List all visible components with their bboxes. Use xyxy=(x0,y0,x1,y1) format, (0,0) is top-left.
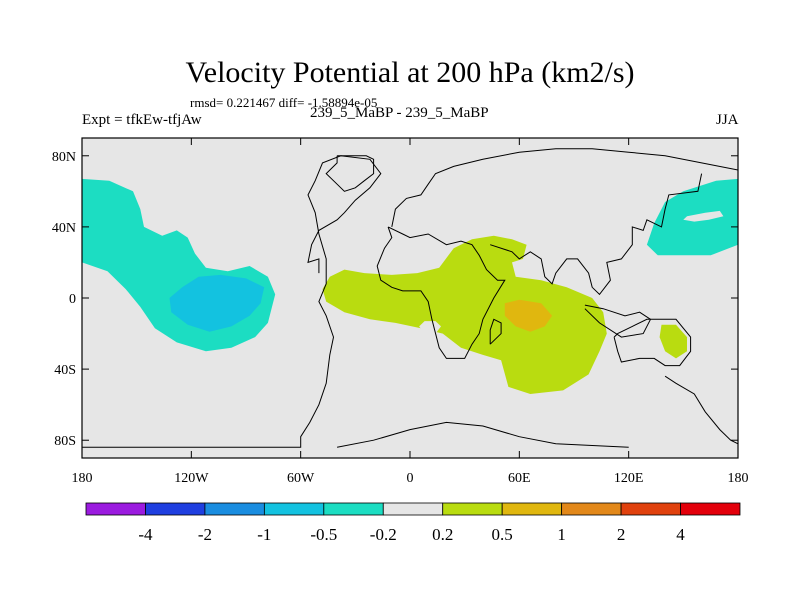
contour-region-africa-indian-ocean xyxy=(322,235,607,394)
coastline-3 xyxy=(391,148,738,227)
color-bar-swatch xyxy=(501,502,563,516)
color-bar: -4 -2 -1 -0.5 -0.2 0.2 0.5 1 2 4 xyxy=(85,502,741,544)
x-tick-label: 180 xyxy=(72,471,93,486)
contour-region-west-pacific-hole xyxy=(683,210,724,222)
coastline-2 xyxy=(376,226,506,359)
y-tick-label: 80S xyxy=(54,434,76,449)
x-tick-label: 60E xyxy=(508,471,531,486)
x-tick-label: 0 xyxy=(407,471,414,486)
color-bar-swatch xyxy=(680,502,741,516)
coastline-8 xyxy=(664,375,738,445)
coastlines xyxy=(82,148,738,448)
contour-region-east-pacific-core xyxy=(169,274,265,332)
contour-region-south-atlantic-hole xyxy=(419,321,441,334)
map-axes: 180 120W 60W 0 60E 120E 180 80N 40N 0 40S 80S xyxy=(52,138,749,486)
color-bar-swatch xyxy=(442,502,503,516)
color-bar-label: 1 xyxy=(557,525,566,544)
y-tick-label: 0 xyxy=(69,292,76,307)
season-label: JJA xyxy=(716,112,739,128)
contour-regions xyxy=(82,178,738,394)
color-bar-label: -2 xyxy=(198,525,212,544)
y-tick-label: 40N xyxy=(52,221,76,236)
chart-title: Velocity Potential at 200 hPa (km2/s) xyxy=(185,56,635,89)
color-bar-label: 2 xyxy=(617,525,626,544)
color-bar-label: -4 xyxy=(138,525,153,544)
y-tick-label: 80N xyxy=(52,150,76,165)
x-tick-label: 180 xyxy=(728,471,749,486)
experiment-label: Expt = tfkEw-tfjAw xyxy=(82,112,202,128)
contour-region-south-pacific-blob xyxy=(659,324,687,359)
x-tick-label: 120W xyxy=(174,471,209,486)
color-bar-label: -0.5 xyxy=(310,525,337,544)
color-bar-swatch xyxy=(620,502,681,516)
color-bar-swatch xyxy=(145,502,206,516)
coastline-9 xyxy=(337,421,629,448)
center-label: 239_5_MaBP - 239_5_MaBP xyxy=(310,105,489,121)
x-tick-label: 60W xyxy=(287,471,315,486)
coastline-6 xyxy=(489,318,502,345)
y-tick-label: 40S xyxy=(54,363,76,378)
color-bar-label: -0.2 xyxy=(370,525,397,544)
color-bar-swatch xyxy=(85,502,146,516)
coastline-0 xyxy=(82,155,382,448)
contour-region-indian-ocean-peak xyxy=(504,299,553,332)
coastline-4 xyxy=(490,173,703,296)
color-bar-swatch xyxy=(204,502,265,516)
color-bar-swatch xyxy=(263,502,325,516)
x-tick-label: 120E xyxy=(614,471,644,486)
stats-label: rmsd= 0.221467 diff= -1.58894e-05 xyxy=(190,95,378,110)
coastline-7 xyxy=(613,318,692,367)
color-bar-label: 0.2 xyxy=(432,525,453,544)
color-bar-label: -1 xyxy=(257,525,271,544)
color-bar-label: 4 xyxy=(676,525,685,544)
color-bar-label: 0.5 xyxy=(492,525,513,544)
color-bar-swatch xyxy=(561,502,622,516)
coastline-1 xyxy=(325,155,375,192)
color-bar-swatch xyxy=(323,502,384,516)
color-bar-swatch xyxy=(382,502,444,516)
